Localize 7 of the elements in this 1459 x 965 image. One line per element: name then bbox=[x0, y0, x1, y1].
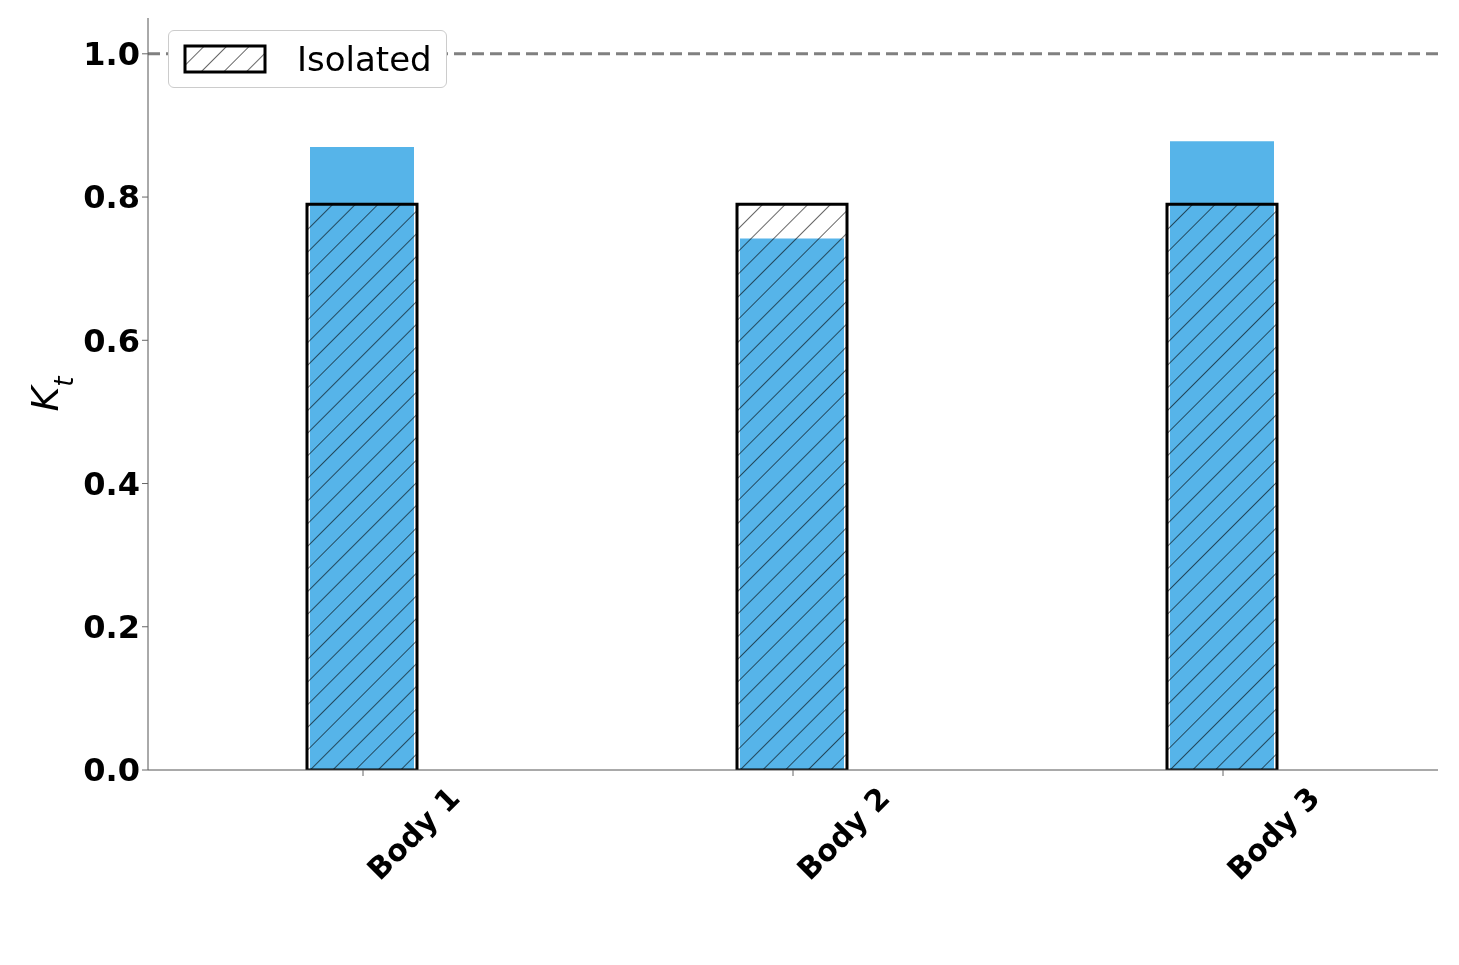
y-tick-label: 0.2 bbox=[83, 608, 140, 647]
legend-label: Isolated bbox=[297, 39, 432, 79]
y-tick-label: 0.4 bbox=[83, 464, 140, 503]
y-tick-label: 0.8 bbox=[83, 178, 140, 217]
y-tick-label: 0.0 bbox=[83, 751, 140, 790]
y-tick-label: 0.6 bbox=[83, 321, 140, 360]
y-tick-label: 1.0 bbox=[83, 35, 140, 74]
